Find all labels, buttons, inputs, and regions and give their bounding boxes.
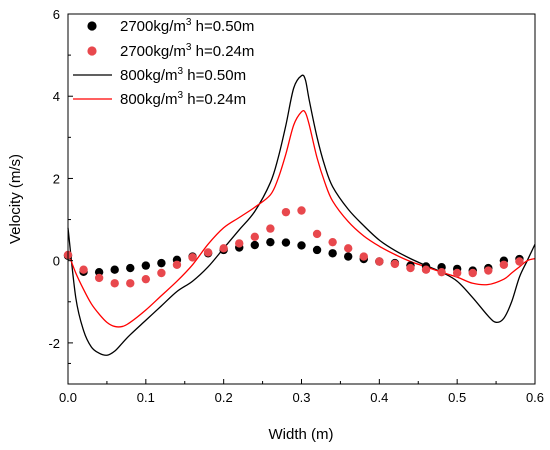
data-point: [328, 249, 337, 258]
data-point: [297, 206, 306, 215]
legend-label: 2700kg/m3 h=0.24m: [120, 42, 254, 60]
legend-marker: [87, 46, 97, 56]
data-point: [266, 224, 275, 233]
data-point: [141, 261, 151, 270]
data-point: [126, 279, 135, 288]
data-point: [250, 240, 259, 250]
data-point: [219, 244, 228, 253]
x-tick-label: 0.5: [448, 390, 466, 405]
data-point: [110, 265, 119, 274]
y-tick-label: 2: [53, 171, 60, 186]
ticks-layer: 0.0 0.1 0.2 0.3 0.4 0.5 0.6 -2 0 2 4 6: [48, 7, 544, 405]
data-point: [468, 268, 477, 278]
legend-label: 2700kg/m3 h=0.50m: [120, 17, 254, 35]
data-point: [437, 267, 446, 277]
data-point: [266, 237, 275, 247]
x-axis-label: Width (m): [269, 426, 334, 443]
data-point: [250, 232, 259, 242]
y-tick-label: 4: [53, 89, 60, 104]
y-tick-label: 6: [53, 7, 60, 22]
data-point: [281, 207, 291, 217]
axis-labels: Width (m) Velocity (m/s): [7, 154, 334, 443]
data-point: [312, 245, 322, 255]
y-axis-label: Velocity (m/s): [7, 154, 24, 244]
data-point: [328, 237, 337, 247]
data-point: [235, 239, 244, 248]
data-point: [126, 263, 135, 273]
data-point: [421, 265, 431, 274]
data-point: [359, 252, 368, 261]
series-2: [67, 74, 536, 356]
data-point: [499, 260, 509, 269]
series-3: [67, 109, 536, 328]
data-point: [141, 274, 151, 284]
data-point: [281, 238, 291, 247]
legend-label: 800kg/m3 h=0.50m: [120, 66, 246, 84]
series-line: [67, 74, 536, 356]
x-tick-label: 0.4: [370, 390, 388, 405]
series-layer: [63, 74, 536, 356]
data-point: [312, 229, 322, 239]
legend-item: 800kg/m3 h=0.24m: [73, 90, 246, 108]
series-1: [63, 206, 524, 288]
y-tick-label: 0: [53, 254, 60, 269]
x-tick-label: 0.0: [59, 390, 77, 405]
data-point: [94, 267, 104, 277]
data-point: [157, 268, 166, 278]
data-point: [203, 248, 213, 257]
data-point: [375, 257, 384, 266]
x-tick-label: 0.3: [292, 390, 310, 405]
data-point: [484, 266, 493, 275]
legend-label: 800kg/m3 h=0.24m: [120, 90, 246, 108]
data-point: [406, 263, 415, 273]
legend: 2700kg/m3 h=0.50m 2700kg/m3 h=0.24m 800kg/…: [73, 17, 254, 108]
data-point: [452, 268, 462, 278]
series-line: [67, 109, 536, 328]
x-tick-label: 0.2: [215, 390, 233, 405]
data-point: [172, 260, 182, 269]
legend-item: 2700kg/m3 h=0.24m: [87, 42, 254, 60]
data-point: [344, 252, 353, 261]
legend-item: 800kg/m3 h=0.50m: [73, 66, 246, 84]
x-tick-label: 0.1: [137, 390, 155, 405]
data-point: [157, 258, 166, 268]
x-tick-label: 0.6: [526, 390, 544, 405]
legend-marker: [87, 21, 97, 31]
data-point: [94, 273, 104, 283]
data-point: [110, 279, 119, 288]
data-point: [390, 259, 400, 269]
data-point: [188, 253, 197, 262]
data-point: [297, 241, 306, 250]
data-point: [344, 244, 353, 253]
legend-item: 2700kg/m3 h=0.50m: [87, 17, 254, 35]
data-point: [79, 265, 88, 274]
y-tick-label: -2: [48, 336, 60, 351]
data-point: [515, 257, 524, 266]
